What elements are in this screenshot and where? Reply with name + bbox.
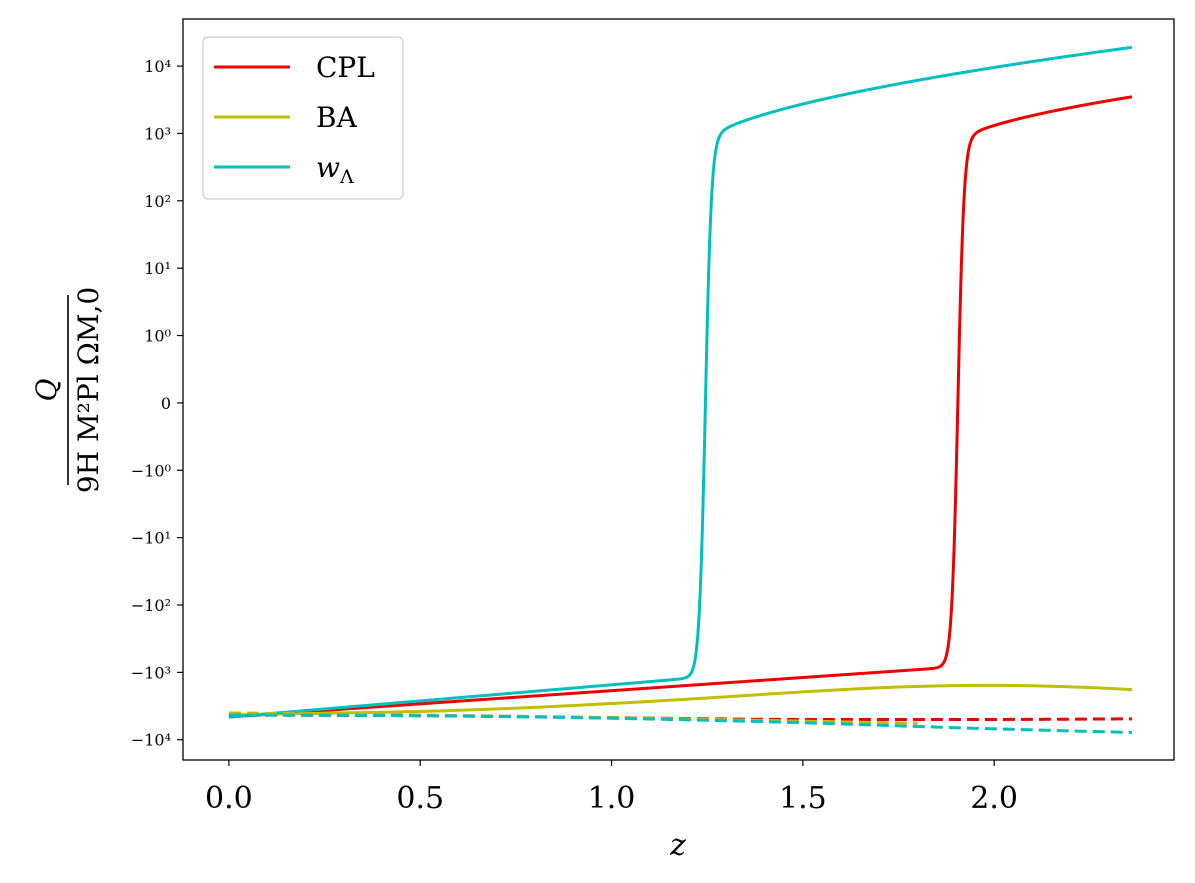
- x-tick-label: 0.0: [205, 781, 253, 816]
- y-tick-label: −10¹: [131, 529, 171, 548]
- series-line-cpl: [228, 95, 1133, 719]
- y-tick-label: −10²: [131, 596, 171, 615]
- legend-label-wlambda-sub: Λ: [339, 166, 354, 188]
- plot-frame: [182, 18, 1175, 761]
- series-line-w-dashed: [228, 713, 1132, 734]
- y-axis: 10⁴ 10³ 10² 10¹ 10⁰ 0 −10⁰ −10¹ −10² −10³ −10⁴: [131, 57, 183, 750]
- y-axis-label: Q 9H M²Pl ΩM,0: [30, 287, 105, 493]
- y-tick-label: 10²: [144, 192, 171, 211]
- y-tick-label: 10³: [144, 124, 171, 143]
- x-tick-label: 1.0: [588, 781, 636, 816]
- legend-label-ba: BA: [316, 101, 358, 134]
- y-tick-label: −10⁰: [131, 461, 171, 480]
- legend: CPL BA wΛ: [202, 36, 404, 200]
- y-tick-label: 10⁰: [144, 327, 171, 346]
- y-tick-label: −10³: [131, 663, 171, 682]
- x-tick-label: 2.0: [970, 781, 1018, 816]
- legend-label-cpl: CPL: [316, 51, 375, 84]
- series-line-w: [228, 45, 1133, 719]
- y-axis-label-numerator: Q: [30, 378, 63, 401]
- x-tick-label: 0.5: [396, 781, 444, 816]
- series-line-ba: [228, 683, 1132, 717]
- y-tick-label: 10¹: [144, 259, 171, 278]
- y-axis-label-denominator: 9H M²Pl ΩM,0: [72, 287, 105, 493]
- series-layer: [228, 45, 1133, 734]
- y-tick-label: 10⁴: [144, 57, 171, 76]
- x-axis: 0.0 0.5 1.0 1.5 2.0: [205, 760, 1018, 816]
- x-tick-label: 1.5: [779, 781, 827, 816]
- legend-label-wlambda: wΛ: [316, 151, 354, 188]
- x-axis-label: z: [669, 828, 686, 863]
- y-tick-label: 0: [161, 394, 171, 413]
- y-tick-label: −10⁴: [131, 731, 171, 750]
- legend-label-wlambda-base: w: [316, 151, 340, 184]
- legend-box: [202, 36, 404, 200]
